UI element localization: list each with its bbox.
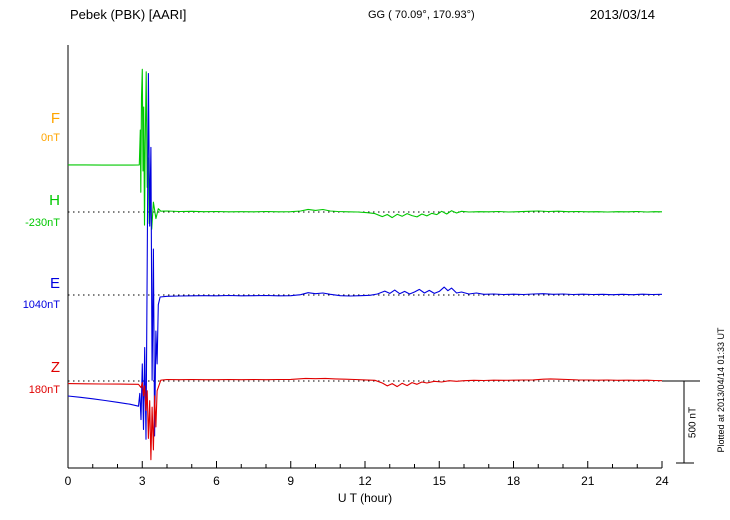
trace-Z xyxy=(67,377,663,461)
x-tick-label: 0 xyxy=(64,474,72,488)
component-offset-z: 180nT xyxy=(28,384,60,396)
station-title: Pebek (PBK) [AARI] xyxy=(70,7,187,22)
component-offset-f: 0nT xyxy=(41,132,60,144)
x-axis-label: U T (hour) xyxy=(337,491,393,505)
x-tick-label: 18 xyxy=(506,474,521,488)
x-tick-label: 3 xyxy=(138,474,146,488)
plotted-at-note: Plotted at 2013/04/14 01:33 UT xyxy=(716,327,726,453)
trace-H xyxy=(68,68,663,230)
x-tick-label: 24 xyxy=(655,474,669,488)
x-tick-label: 6 xyxy=(213,474,220,488)
scale-bar-label: 500 nT xyxy=(687,406,699,439)
trace-E xyxy=(67,73,663,440)
x-tick-label: 9 xyxy=(287,474,295,488)
x-tick-label: 21 xyxy=(581,474,595,488)
geographic-coordinates: GG ( 70.09°, 170.93°) xyxy=(368,9,475,21)
component-label-e: E xyxy=(49,275,60,292)
x-axis-tick-labels: 0 3 6 9 12 15 18 21 24 xyxy=(0,474,730,490)
component-label-h: H xyxy=(49,192,60,209)
component-label-z: Z xyxy=(50,359,60,376)
plot-date: 2013/03/14 xyxy=(589,7,655,22)
x-tick-label: 15 xyxy=(432,474,446,488)
x-tick-label: 12 xyxy=(358,474,372,488)
component-offset-e: 1040nT xyxy=(22,299,60,311)
component-offset-h: -230nT xyxy=(25,217,60,229)
component-label-f: F xyxy=(50,110,60,127)
